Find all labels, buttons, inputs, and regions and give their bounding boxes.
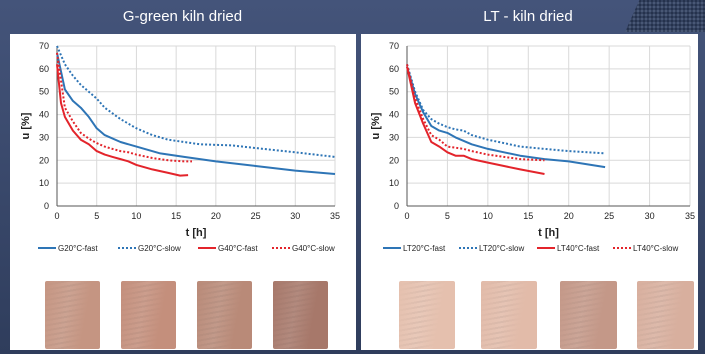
y-tick-label: 0 [394, 201, 399, 211]
panel-title-g: G-green kiln dried [122, 8, 243, 25]
series-line [56, 52, 336, 175]
panel-title-lt: LT - kiln dried [483, 8, 573, 25]
x-tick-label: 20 [564, 211, 574, 221]
legend-label: LT20°C-fast [403, 244, 446, 253]
legend-label: G40°C-fast [218, 244, 258, 253]
x-tick-label: 30 [645, 211, 655, 221]
y-tick-label: 50 [389, 87, 399, 97]
chart-g-svg: 0 10 20 30 40 50 60 70 0 5 10 15 20 25 30 35 t [h] u [%] G… [20, 41, 340, 253]
series-line [406, 66, 606, 169]
x-tick-label: 30 [290, 211, 300, 221]
x-tick-label: 0 [404, 211, 409, 221]
wood-sample-lt20-slow [481, 281, 537, 349]
corner-pattern [625, 0, 705, 32]
series-line [406, 64, 545, 162]
series-line [406, 64, 606, 155]
y-tick-label: 60 [39, 64, 49, 74]
x-tick-label: 15 [523, 211, 533, 221]
series-line [406, 66, 545, 175]
wood-sample-lt40-slow [637, 281, 694, 349]
legend-label: LT40°C-slow [633, 244, 679, 253]
series-line [56, 52, 192, 163]
series-line [56, 64, 189, 177]
y-axis-label: u [%] [20, 112, 32, 139]
y-tick-label: 70 [389, 41, 399, 51]
wood-sample-lt40-fast [560, 281, 617, 349]
x-tick-label: 25 [604, 211, 614, 221]
chart-lt-svg: 0 10 20 30 40 50 60 70 0 5 10 15 20 25 30 35 t [h] u [%] L… [370, 41, 695, 253]
wood-sample-lt20-fast [399, 281, 455, 349]
y-tick-label: 30 [389, 132, 399, 142]
x-axis-label: t [h] [186, 227, 207, 239]
x-tick-label: 5 [94, 211, 99, 221]
x-tick-label: 35 [330, 211, 340, 221]
x-tick-label: 35 [685, 211, 695, 221]
wood-sample-g40-slow [273, 281, 328, 349]
x-tick-label: 15 [171, 211, 181, 221]
y-tick-label: 30 [39, 132, 49, 142]
x-tick-label: 20 [211, 211, 221, 221]
x-tick-label: 5 [445, 211, 450, 221]
wood-sample-g20-slow [121, 281, 176, 349]
legend-label: G20°C-fast [58, 244, 98, 253]
legend-label: LT20°C-slow [479, 244, 525, 253]
y-tick-label: 0 [44, 201, 49, 211]
y-tick-label: 70 [39, 41, 49, 51]
legend-label: G40°C-slow [292, 244, 335, 253]
x-axis-label: t [h] [538, 227, 559, 239]
y-tick-label: 10 [39, 178, 49, 188]
legend-label: G20°C-slow [138, 244, 181, 253]
series-line [56, 45, 336, 158]
x-tick-label: 0 [54, 211, 59, 221]
y-tick-label: 60 [389, 64, 399, 74]
y-tick-label: 10 [389, 178, 399, 188]
wood-sample-g40-fast [197, 281, 252, 349]
y-tick-label: 20 [39, 155, 49, 165]
y-tick-label: 20 [389, 155, 399, 165]
legend-label: LT40°C-fast [557, 244, 600, 253]
x-tick-label: 10 [131, 211, 141, 221]
y-tick-label: 40 [389, 110, 399, 120]
wood-sample-g20-fast [45, 281, 100, 349]
x-tick-label: 10 [483, 211, 493, 221]
y-tick-label: 50 [39, 87, 49, 97]
y-tick-label: 40 [39, 110, 49, 120]
y-axis-label: u [%] [370, 112, 382, 139]
x-tick-label: 25 [251, 211, 261, 221]
